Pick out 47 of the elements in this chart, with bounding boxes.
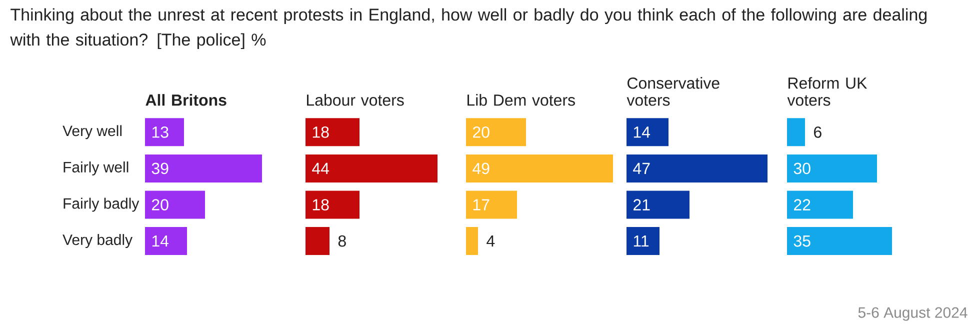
data-label: 14	[152, 236, 169, 247]
bar	[787, 118, 806, 146]
bar	[626, 227, 660, 256]
data-label: 11	[634, 236, 649, 247]
y-tick-label: Fairly badly	[64, 198, 140, 212]
bar	[145, 118, 184, 146]
bar	[145, 227, 187, 256]
bar	[787, 190, 854, 219]
data-label: 35	[794, 235, 810, 247]
y-tick-label: Very well	[62, 125, 122, 140]
text: 5-6 August 2024	[858, 307, 968, 321]
data-label: 49	[472, 162, 490, 174]
chart-title: Lib Dem voters	[468, 94, 575, 106]
bar	[466, 154, 614, 182]
chart-title: Labour voters	[307, 94, 404, 106]
y-tick-label: Fairly well	[64, 161, 128, 176]
data-label: 18	[312, 199, 329, 210]
data-label: 8	[338, 235, 346, 247]
data-label: 18	[312, 126, 329, 138]
data-label: 22	[794, 199, 810, 210]
data-label: 4	[486, 236, 495, 247]
data-label: 13	[152, 126, 168, 138]
bar	[145, 154, 262, 182]
bar	[466, 227, 478, 256]
bar	[466, 118, 526, 146]
bar	[626, 190, 690, 219]
text: Thinking about the unrest at recent protests in England, how well or badly do you think each of the following are dealing with the situation? [The police] %	[10, 8, 927, 50]
data-label: 39	[152, 162, 168, 174]
data-label: 21	[634, 199, 650, 210]
bar	[626, 118, 669, 146]
data-label: 44	[312, 162, 330, 174]
data-label: 30	[794, 162, 810, 174]
data-label: 47	[633, 162, 650, 174]
chart-title: Reform UK voters	[787, 77, 868, 106]
bar	[626, 154, 768, 182]
bar	[466, 190, 518, 219]
data-label: 20	[473, 126, 490, 138]
chart-title: Conservative voters	[626, 77, 720, 106]
data-label: 17	[473, 199, 490, 210]
bar	[787, 154, 878, 182]
data-label: 14	[634, 126, 650, 138]
bar	[787, 227, 892, 256]
chart-title: All Britons	[146, 94, 226, 106]
bar	[145, 190, 205, 219]
data-label: 20	[152, 199, 168, 210]
data-label: 6	[814, 126, 822, 138]
y-tick-label: Very badly	[62, 234, 133, 248]
